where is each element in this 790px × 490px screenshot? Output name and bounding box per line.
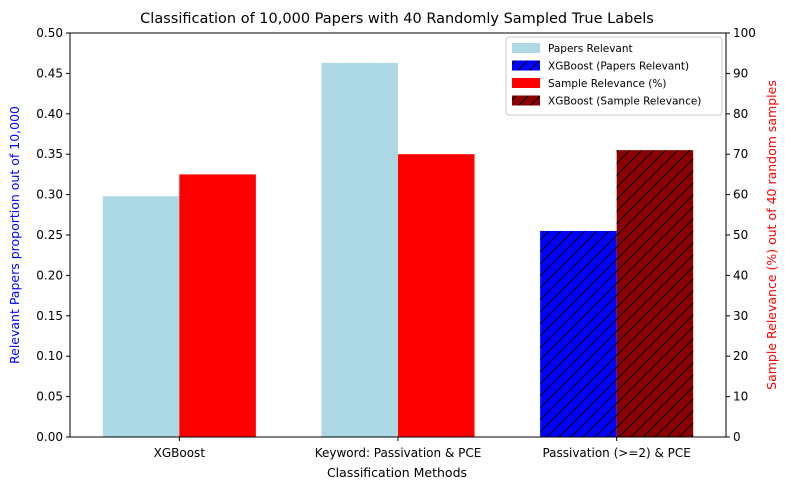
left-tick-label: 0.45 [36,66,63,80]
left-tick-label: 0.35 [36,147,63,161]
right-tick-label: 50 [733,228,748,242]
right-tick-label: 0 [733,430,741,444]
right-tick-label: 10 [733,390,748,404]
legend-swatch-hatch [512,60,540,71]
left-tick-label: 0.40 [36,107,63,121]
legend-box [505,36,723,116]
left-tick-label: 0.30 [36,188,63,202]
right-tick-label: 100 [733,26,756,40]
x-tick-label: Passivation (>=2) & PCE [542,446,690,460]
bar-xgboost-papers-relevant-2-hatch [540,230,617,437]
bar-sample-relevance-1 [398,154,475,437]
legend-swatch-hatch [512,95,540,106]
left-tick-label: 0.10 [36,349,63,363]
x-tick-label: XGBoost [154,446,206,460]
legend-label: Sample Relevance (%) [548,78,666,90]
right-tick-label: 20 [733,349,748,363]
legend-swatch [512,43,540,53]
legend-label: XGBoost (Sample Relevance) [548,96,701,108]
bar-sample-relevance-0 [179,174,256,437]
x-tick-label: Keyword: Passivation & PCE [315,446,482,460]
right-tick-label: 40 [733,268,748,282]
legend-swatch [512,78,540,88]
bars-layer [102,62,694,438]
legend-label: Papers Relevant [548,43,633,55]
right-axis-label: Sample Relevance (%) out of 40 random sa… [764,80,779,390]
bar-papers-relevant-1 [321,62,398,438]
left-tick-label: 0.05 [36,390,63,404]
left-tick-label: 0.15 [36,309,63,323]
right-tick-label: 30 [733,309,748,323]
chart-title: Classification of 10,000 Papers with 40 … [140,11,654,27]
x-axis-label: Classification Methods [327,465,467,480]
left-tick-label: 0.25 [36,228,63,242]
left-tick-label: 0.50 [36,26,63,40]
right-tick-label: 60 [733,188,748,202]
left-tick-label: 0.00 [36,430,63,444]
legend-label: XGBoost (Papers Relevant) [548,61,689,73]
right-tick-label: 90 [733,66,748,80]
left-axis-label: Relevant Papers proportion out of 10,000 [7,106,22,364]
bar-papers-relevant-0 [102,196,180,437]
axes-layer: 0.00 0.05 0.10 0.15 0.20 0.25 0.30 0.35 0.40 0.45… [36,26,756,460]
right-tick-label: 70 [733,147,748,161]
bar-xgboost-sample-relevance-2-hatch [616,150,694,437]
left-tick-label: 0.20 [36,268,63,282]
right-tick-label: 80 [733,107,748,121]
legend: Papers Relevant XGBoost (Papers Relevant)… [505,36,723,116]
